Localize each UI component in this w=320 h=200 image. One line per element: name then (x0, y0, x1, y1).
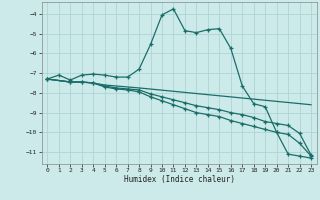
X-axis label: Humidex (Indice chaleur): Humidex (Indice chaleur) (124, 175, 235, 184)
